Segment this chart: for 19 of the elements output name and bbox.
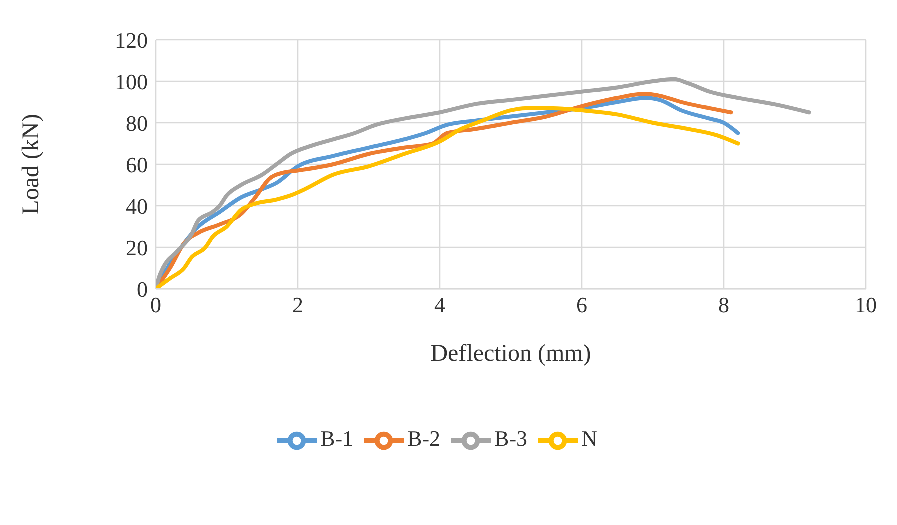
- x-axis-title: Deflection (mm): [430, 341, 592, 367]
- y-tick-label: 100: [115, 69, 148, 94]
- legend-label: N: [582, 426, 598, 452]
- y-tick-label: 60: [126, 152, 148, 178]
- legend-label: B-1: [320, 426, 354, 452]
- y-tick-label: 120: [115, 28, 148, 53]
- y-tick-label: 40: [126, 194, 148, 219]
- y-tick-label: 20: [126, 235, 148, 260]
- legend-label: B-3: [494, 426, 528, 452]
- x-tick-label: 8: [718, 292, 730, 318]
- y-axis-title: Load (kN): [18, 114, 45, 215]
- x-tick-label: 6: [576, 292, 588, 318]
- y-tick-label: 0: [137, 276, 148, 302]
- line-series: [156, 77, 812, 289]
- legend-label: B-2: [408, 426, 441, 452]
- x-tick-label: 2: [292, 292, 304, 318]
- x-tick-label: 10: [855, 292, 877, 318]
- y-tick-label: 80: [126, 110, 148, 136]
- x-tick-label: 4: [434, 292, 446, 318]
